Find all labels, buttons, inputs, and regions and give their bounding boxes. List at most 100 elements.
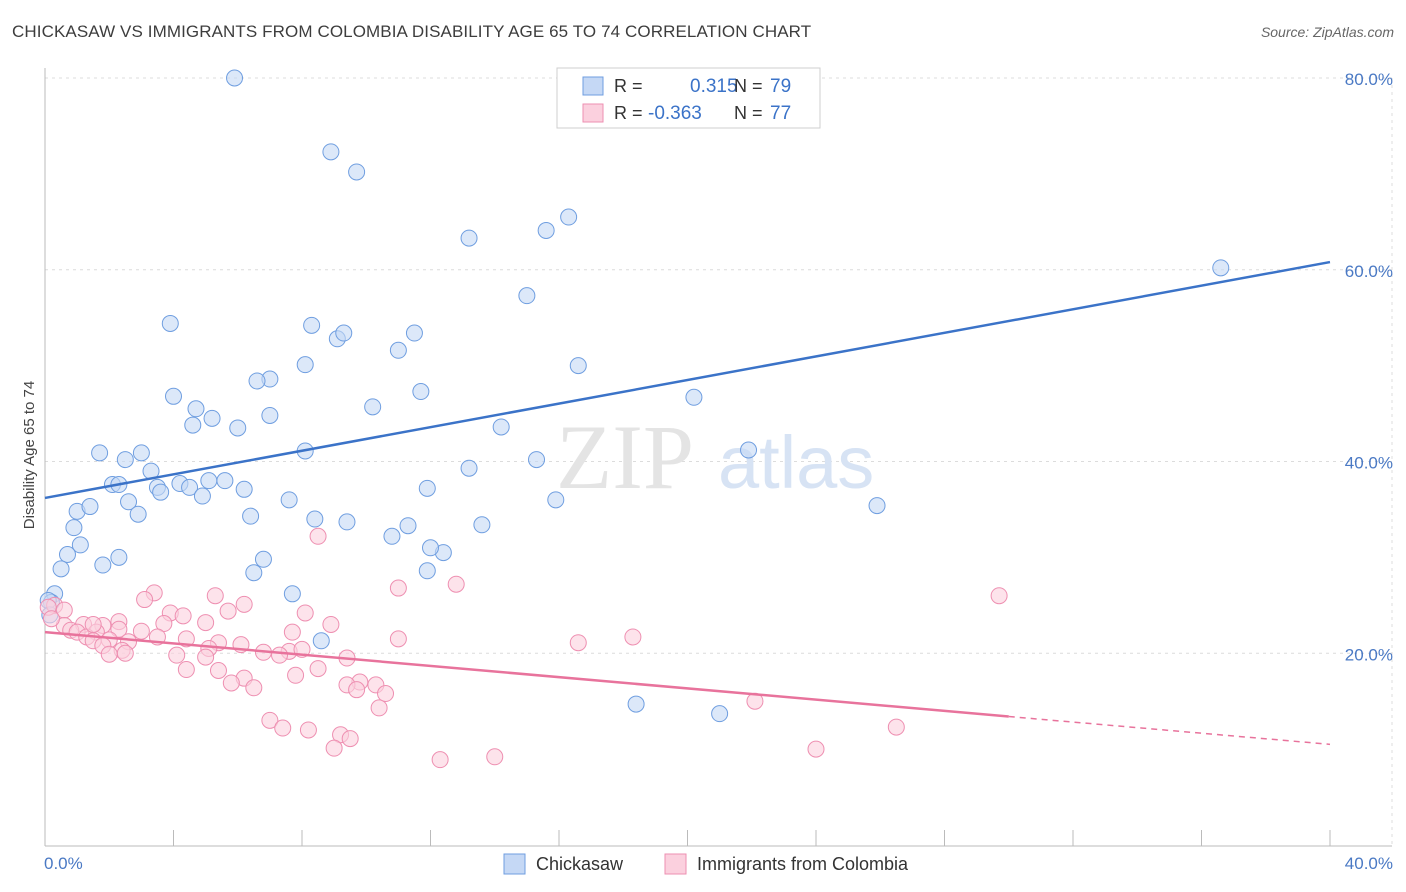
chickasaw-point (312, 632, 330, 650)
colombia-point (116, 644, 134, 662)
legend-r-label-2: R = (614, 103, 643, 123)
colombia-point (569, 634, 587, 652)
chickasaw-point (81, 498, 99, 516)
colombia-point (197, 614, 215, 632)
chickasaw-point (71, 536, 89, 554)
chickasaw-point (405, 324, 423, 342)
colombia-point (624, 628, 642, 646)
chickasaw-point (229, 419, 247, 437)
chickasaw-point (348, 163, 366, 181)
chickasaw-point (528, 451, 546, 469)
colombia-point (132, 622, 150, 640)
chickasaw-point (389, 341, 407, 359)
chickasaw-point (110, 548, 128, 566)
chickasaw-point (193, 487, 211, 505)
colombia-point (84, 615, 102, 633)
legend-swatch-colombia (582, 103, 604, 123)
y-tick-label: 40.0% (1345, 454, 1393, 473)
chickasaw-point (248, 372, 266, 390)
colombia-point (389, 630, 407, 648)
colombia-trend-extension (1008, 715, 1331, 746)
chickasaw-point (399, 517, 417, 535)
colombia-point (309, 660, 327, 678)
legend-n-label-2: N = (734, 103, 763, 123)
chickasaw-point (460, 229, 478, 247)
colombia-point (177, 630, 195, 648)
colombia-point (222, 674, 240, 692)
y-axis-label: Disability Age 65 to 74 (21, 381, 38, 529)
chickasaw-point (200, 472, 218, 490)
colombia-point (389, 579, 407, 597)
chickasaw-point (460, 459, 478, 477)
chickasaw-point (65, 519, 83, 537)
chickasaw-point (120, 493, 138, 511)
colombia-point (447, 575, 465, 593)
chickasaw-point (187, 400, 205, 418)
colombia-point (296, 604, 314, 622)
legend-r-value-2: -0.363 (648, 103, 702, 124)
colombia-point (206, 587, 224, 605)
chickasaw-point (518, 287, 536, 305)
colombia-point (209, 662, 227, 680)
chickasaw-point (94, 556, 112, 574)
chickasaw-point (152, 483, 170, 501)
colombia-point (299, 721, 317, 739)
chickasaw-point (473, 516, 491, 534)
bottom-legend: Chickasaw Immigrants from Colombia (503, 853, 909, 875)
bottom-legend-swatch-colombia (664, 853, 687, 875)
chickasaw-point (383, 527, 401, 545)
chickasaw-point (242, 507, 260, 525)
colombia-point (219, 602, 237, 620)
colombia-point (261, 711, 279, 729)
chickasaw-point (116, 451, 134, 469)
colombia-point (887, 718, 905, 736)
chickasaw-point (203, 409, 221, 427)
colombia-point (271, 646, 289, 664)
colombia-point (177, 661, 195, 679)
colombia-point (431, 751, 449, 769)
chickasaw-point (364, 398, 382, 416)
chickasaw-point (280, 491, 298, 509)
axes (44, 68, 1392, 847)
chickasaw-point (412, 383, 430, 401)
colombia-point (168, 646, 186, 664)
legend-r-label-1: R = (614, 76, 643, 96)
legend-n-value-1: 79 (770, 76, 791, 97)
gridlines (45, 77, 1393, 846)
bottom-legend-swatch-chickasaw (503, 853, 526, 875)
source-label: Source: ZipAtlas.com (1260, 24, 1394, 40)
chart-title: CHICKASAW VS IMMIGRANTS FROM COLOMBIA DI… (12, 22, 812, 41)
colombia-trend-line (44, 630, 1009, 718)
colombia-point (283, 623, 301, 641)
chickasaw-point (184, 416, 202, 434)
chickasaw-point (560, 208, 578, 226)
chickasaw-point (418, 562, 436, 580)
chickasaw-point (226, 69, 244, 87)
chickasaw-point (129, 505, 147, 523)
chickasaw-point (283, 585, 301, 603)
colombia-point (42, 610, 60, 628)
legend-box: R = 0.315 N = 79 R = -0.363 N = 77 (556, 67, 821, 129)
chickasaw-trend-line (44, 260, 1331, 500)
chickasaw-point (537, 221, 555, 239)
chickasaw-point (52, 560, 70, 578)
colombia-point (174, 607, 192, 625)
chickasaw-point (181, 478, 199, 496)
colombia-point (341, 730, 359, 748)
chickasaw-point (296, 356, 314, 374)
chickasaw-point (235, 480, 253, 498)
colombia-point (807, 740, 825, 758)
bottom-legend-chickasaw: Chickasaw (536, 854, 624, 874)
chickasaw-point (165, 387, 182, 405)
y-tick-label: 60.0% (1345, 262, 1393, 281)
colombia-point (274, 719, 292, 737)
chickasaw-point (254, 550, 272, 568)
x-tick-label: 40.0% (1345, 854, 1393, 873)
watermark-atlas: atlas (718, 421, 874, 504)
y-tick-label: 20.0% (1345, 645, 1393, 664)
colombia-point (235, 595, 253, 613)
chickasaw-point (216, 472, 234, 490)
watermark-zip: ZIP (556, 406, 694, 508)
colombia-point (486, 748, 504, 766)
